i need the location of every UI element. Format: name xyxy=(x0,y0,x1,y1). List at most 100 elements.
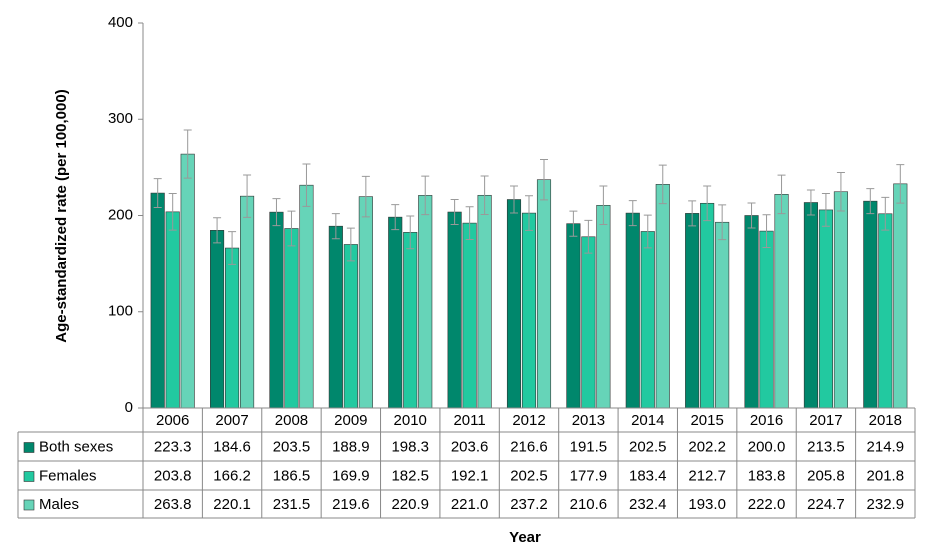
bar xyxy=(774,194,789,409)
table-cell: 205.8 xyxy=(807,467,845,484)
table-cell: 219.6 xyxy=(332,496,370,513)
x-tick-label: 2011 xyxy=(453,412,485,429)
bar xyxy=(521,212,537,409)
y-tick-label: 400 xyxy=(108,14,133,31)
y-tick-label: 100 xyxy=(108,303,133,320)
bar xyxy=(715,221,730,409)
error-bar xyxy=(584,219,593,254)
error-bar xyxy=(361,175,370,218)
x-tick-label: 2008 xyxy=(275,412,308,429)
table-cell: 200.0 xyxy=(748,438,786,455)
bar xyxy=(328,225,343,409)
table-cell: 201.8 xyxy=(867,467,905,484)
error-bar xyxy=(569,210,578,237)
error-bar xyxy=(168,193,177,231)
table-cell: 203.6 xyxy=(451,438,489,455)
table-cell: 198.3 xyxy=(391,438,429,455)
bar xyxy=(358,196,373,409)
table-cell: 216.6 xyxy=(510,438,548,455)
x-tick-label: 2014 xyxy=(631,412,664,429)
legend-label: Females xyxy=(39,467,97,484)
error-bar xyxy=(777,174,786,215)
error-bar xyxy=(540,158,548,201)
error-bar xyxy=(643,214,652,249)
table-cell: 166.2 xyxy=(213,467,251,484)
table-cell: 237.2 xyxy=(510,496,548,513)
table-cell: 183.8 xyxy=(748,467,786,484)
error-bar xyxy=(881,196,890,231)
error-bar xyxy=(331,213,340,240)
x-tick-label: 2006 xyxy=(156,412,189,429)
bar xyxy=(284,228,299,409)
error-bar xyxy=(346,227,355,262)
error-bar xyxy=(228,231,237,265)
x-axis-title: Year xyxy=(509,529,541,546)
x-tick-label: 2012 xyxy=(512,412,545,429)
table-cell: 202.2 xyxy=(688,438,726,455)
y-tick-label: 300 xyxy=(108,110,133,127)
table-cell: 184.6 xyxy=(213,438,251,455)
error-bar xyxy=(465,206,474,240)
error-bar xyxy=(866,188,875,215)
table-cell: 213.5 xyxy=(807,438,845,455)
bar xyxy=(640,231,655,409)
table-cell: 202.5 xyxy=(510,467,548,484)
table-cell: 222.0 xyxy=(748,496,786,513)
legend-swatch xyxy=(23,442,35,453)
table-cell: 224.7 xyxy=(807,496,845,513)
error-bar xyxy=(406,215,415,250)
y-axis-title: Age-standardized rate (per 100,000) xyxy=(53,89,70,342)
bar xyxy=(447,211,462,409)
bar xyxy=(700,202,715,409)
table-cell: 231.5 xyxy=(273,496,311,513)
table-cell: 192.1 xyxy=(451,467,489,484)
x-tick-label: 2009 xyxy=(334,412,367,429)
table-cell: 212.7 xyxy=(688,467,726,484)
bar xyxy=(581,236,596,409)
error-bar xyxy=(391,204,400,231)
bar xyxy=(833,191,848,409)
table-cell: 186.5 xyxy=(273,467,311,484)
table-cell: 188.9 xyxy=(332,438,370,455)
bar xyxy=(240,195,255,409)
error-bar xyxy=(510,185,518,214)
bar xyxy=(863,200,878,409)
error-bar xyxy=(153,178,162,209)
error-bar xyxy=(688,200,697,227)
bar xyxy=(210,230,225,409)
table-cell: 191.5 xyxy=(570,438,608,455)
bar xyxy=(536,179,552,409)
bar xyxy=(596,204,611,409)
x-tick-label: 2017 xyxy=(809,412,842,429)
error-bar xyxy=(718,204,727,241)
table-cell: 220.9 xyxy=(391,496,429,513)
bar xyxy=(818,209,833,409)
bar xyxy=(566,223,581,409)
error-bar xyxy=(703,185,712,222)
error-bar xyxy=(525,195,533,231)
error-bar xyxy=(287,210,296,247)
bar xyxy=(388,216,403,409)
bar xyxy=(418,195,433,409)
error-bar xyxy=(628,200,637,227)
table-cell: 223.3 xyxy=(154,438,192,455)
error-bar xyxy=(821,193,830,227)
y-tick-label: 0 xyxy=(125,399,133,416)
legend-label: Males xyxy=(39,496,79,513)
bar xyxy=(655,184,670,409)
table-cell: 193.0 xyxy=(688,496,726,513)
error-bar xyxy=(806,189,815,216)
bar xyxy=(225,247,240,409)
table-cell: 183.4 xyxy=(629,467,667,484)
error-bar xyxy=(896,164,905,204)
x-tick-label: 2018 xyxy=(869,412,902,429)
table-cell: 202.5 xyxy=(629,438,667,455)
error-bar xyxy=(183,129,192,179)
table-cell: 220.1 xyxy=(213,496,251,513)
table-cell: 210.6 xyxy=(570,496,608,513)
legend-label: Both sexes xyxy=(39,438,113,455)
x-tick-label: 2010 xyxy=(394,412,427,429)
legend-swatch xyxy=(23,499,35,511)
y-tick-label: 200 xyxy=(108,206,133,223)
